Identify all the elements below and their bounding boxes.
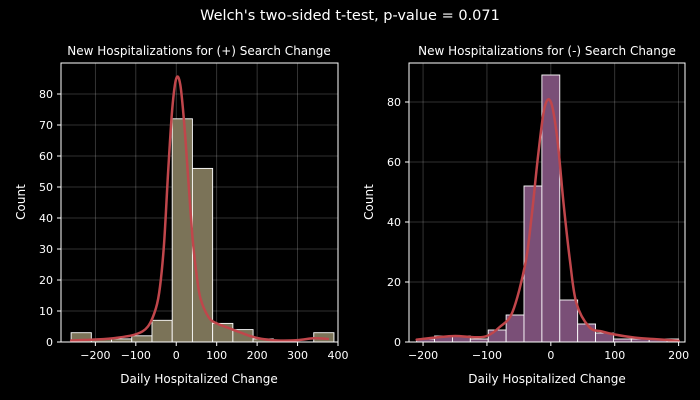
left-y-tick-label: 0 — [46, 336, 53, 349]
right-y-tick-label: 0 — [394, 336, 401, 349]
right-y-tick-label: 20 — [387, 276, 401, 289]
right-kde-curve — [415, 98, 680, 343]
right-x-tick-label: −200 — [408, 349, 438, 362]
right-y-axis-label: Count — [362, 184, 376, 220]
left-kde-curve — [69, 75, 330, 342]
left-histogram-bar — [151, 319, 173, 343]
left-histogram-panel: New Hospitalizations for (+) Search Chan… — [14, 44, 349, 386]
right-x-ticks: −200 −100 0 100 200 — [408, 342, 689, 362]
right-x-tick-label: 200 — [668, 349, 689, 362]
left-x-tick-label: 100 — [206, 349, 227, 362]
right-plot-frame — [408, 62, 686, 343]
right-y-ticks: 0 20 40 60 80 — [387, 96, 409, 349]
left-y-tick-label: 10 — [39, 305, 53, 318]
right-x-tick-label: 0 — [547, 349, 554, 362]
left-panel-title: New Hospitalizations for (+) Search Chan… — [67, 44, 331, 58]
right-x-tick-label: −100 — [472, 349, 502, 362]
right-histogram-bar — [577, 323, 597, 343]
right-y-tick-label: 80 — [387, 96, 401, 109]
left-x-tick-label: −200 — [80, 349, 110, 362]
left-y-tick-label: 50 — [39, 181, 53, 194]
left-x-tick-label: 200 — [247, 349, 268, 362]
left-histogram-bar — [171, 118, 193, 343]
right-histogram-bar — [559, 299, 579, 343]
right-histogram-bar — [487, 329, 507, 343]
figure-title: Welch's two-sided t-test, p-value = 0.07… — [200, 8, 500, 24]
left-x-axis-label: Daily Hospitalized Change — [120, 372, 278, 386]
left-kde — [69, 75, 330, 342]
left-y-tick-label: 70 — [39, 119, 53, 132]
left-x-tick-label: 0 — [173, 349, 180, 362]
left-y-tick-label: 30 — [39, 243, 53, 256]
right-x-tick-label: 100 — [604, 349, 625, 362]
right-histogram-bar — [541, 74, 561, 343]
left-y-tick-label: 60 — [39, 150, 53, 163]
left-x-ticks: −200 −100 0 100 200 300 400 — [80, 342, 349, 362]
left-y-axis-label: Count — [14, 184, 28, 220]
left-y-ticks: 0 10 20 30 40 50 60 70 80 — [39, 88, 61, 349]
left-y-tick-label: 40 — [39, 212, 53, 225]
right-histogram-panel: New Hospitalizations for (-) Search Chan… — [362, 44, 689, 386]
left-x-tick-label: 300 — [287, 349, 308, 362]
right-y-tick-label: 60 — [387, 156, 401, 169]
left-y-tick-label: 80 — [39, 88, 53, 101]
left-x-tick-label: 400 — [328, 349, 349, 362]
right-bars — [416, 74, 680, 343]
right-panel-title: New Hospitalizations for (-) Search Chan… — [418, 44, 676, 58]
left-x-tick-label: −100 — [121, 349, 151, 362]
right-x-axis-label: Daily Hospitalized Change — [468, 372, 626, 386]
left-histogram-bar — [131, 335, 153, 343]
right-y-tick-label: 40 — [387, 216, 401, 229]
left-y-tick-label: 20 — [39, 274, 53, 287]
right-kde — [415, 98, 680, 343]
left-plot-frame — [60, 62, 339, 343]
